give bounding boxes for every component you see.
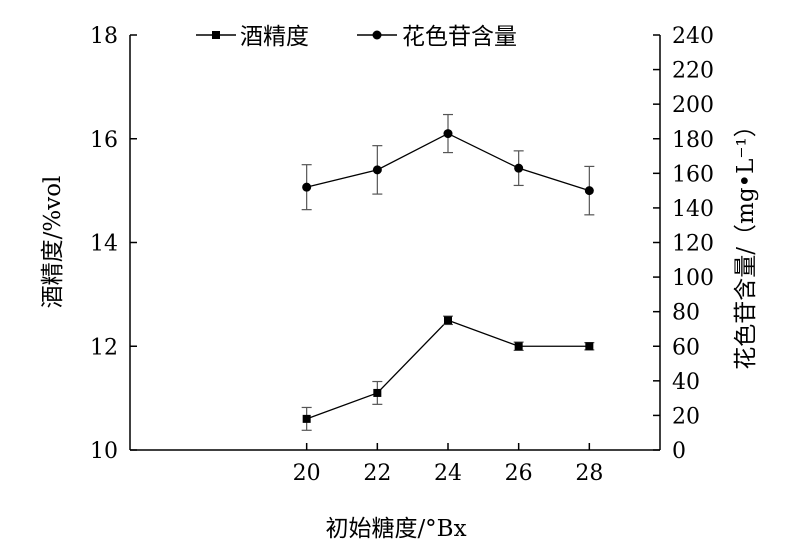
- legend-anthocyanin-label: 花色苷含量: [402, 24, 517, 50]
- right-axis-tick-label: 0: [672, 439, 686, 464]
- legend-alcohol-label: 酒精度: [240, 24, 309, 50]
- right-axis-tick-label: 180: [672, 128, 714, 153]
- right-axis-tick-label: 80: [672, 301, 700, 326]
- x-axis-tick-label: 22: [363, 461, 391, 486]
- right-axis-tick-label: 200: [672, 93, 714, 118]
- series-alcohol: [301, 315, 595, 431]
- x-axis-tick-label: 28: [575, 461, 603, 486]
- x-axis-title: 初始糖度/°Bx: [325, 516, 466, 542]
- right-axis-tick-label: 60: [672, 335, 700, 360]
- axes: 1012141618020406080100120140160180200220…: [90, 24, 714, 486]
- left-axis-tick-label: 12: [90, 335, 118, 360]
- series-layer: [301, 113, 595, 431]
- left-axis-tick-label: 10: [90, 439, 118, 464]
- right-axis-title: 花色苷含量/（mg•L⁻¹）: [733, 114, 759, 369]
- left-axis-tick-label: 16: [90, 128, 118, 153]
- x-axis-tick-label: 20: [293, 461, 321, 486]
- left-axis-tick-label: 14: [90, 232, 118, 257]
- right-axis-tick-label: 40: [672, 370, 700, 395]
- series-alcohol-point: [514, 342, 523, 351]
- right-axis-tick-label: 220: [672, 59, 714, 84]
- series-alcohol-point: [302, 414, 311, 423]
- legend: 酒精度 花色苷含量: [196, 24, 517, 50]
- series-alcohol-line: [306, 319, 590, 420]
- right-axis-tick-label: 240: [672, 24, 714, 49]
- x-axis-tick-label: 24: [434, 461, 462, 486]
- right-axis-tick-label: 160: [672, 162, 714, 187]
- series-anthocyanin-point: [443, 129, 453, 139]
- series-anthocyanin-point: [302, 182, 312, 192]
- legend-anthocyanin-marker: [372, 30, 382, 40]
- series-anthocyanin-point: [372, 165, 382, 175]
- x-axis-tick-label: 26: [505, 461, 533, 486]
- left-axis-title: 酒精度/%vol: [40, 176, 66, 309]
- left-axis-tick-label: 18: [90, 24, 118, 49]
- series-alcohol-point: [444, 316, 452, 325]
- right-axis-tick-label: 120: [672, 232, 714, 257]
- series-anthocyanin: [301, 113, 595, 216]
- series-alcohol-point: [373, 388, 382, 397]
- series-anthocyanin-point: [514, 163, 524, 173]
- series-alcohol-point: [585, 342, 594, 351]
- right-axis-tick-label: 100: [672, 266, 714, 291]
- right-axis-tick-label: 20: [672, 404, 700, 429]
- legend-alcohol-marker: [212, 31, 220, 39]
- right-axis-tick-label: 140: [672, 197, 714, 222]
- series-anthocyanin-point: [584, 186, 594, 196]
